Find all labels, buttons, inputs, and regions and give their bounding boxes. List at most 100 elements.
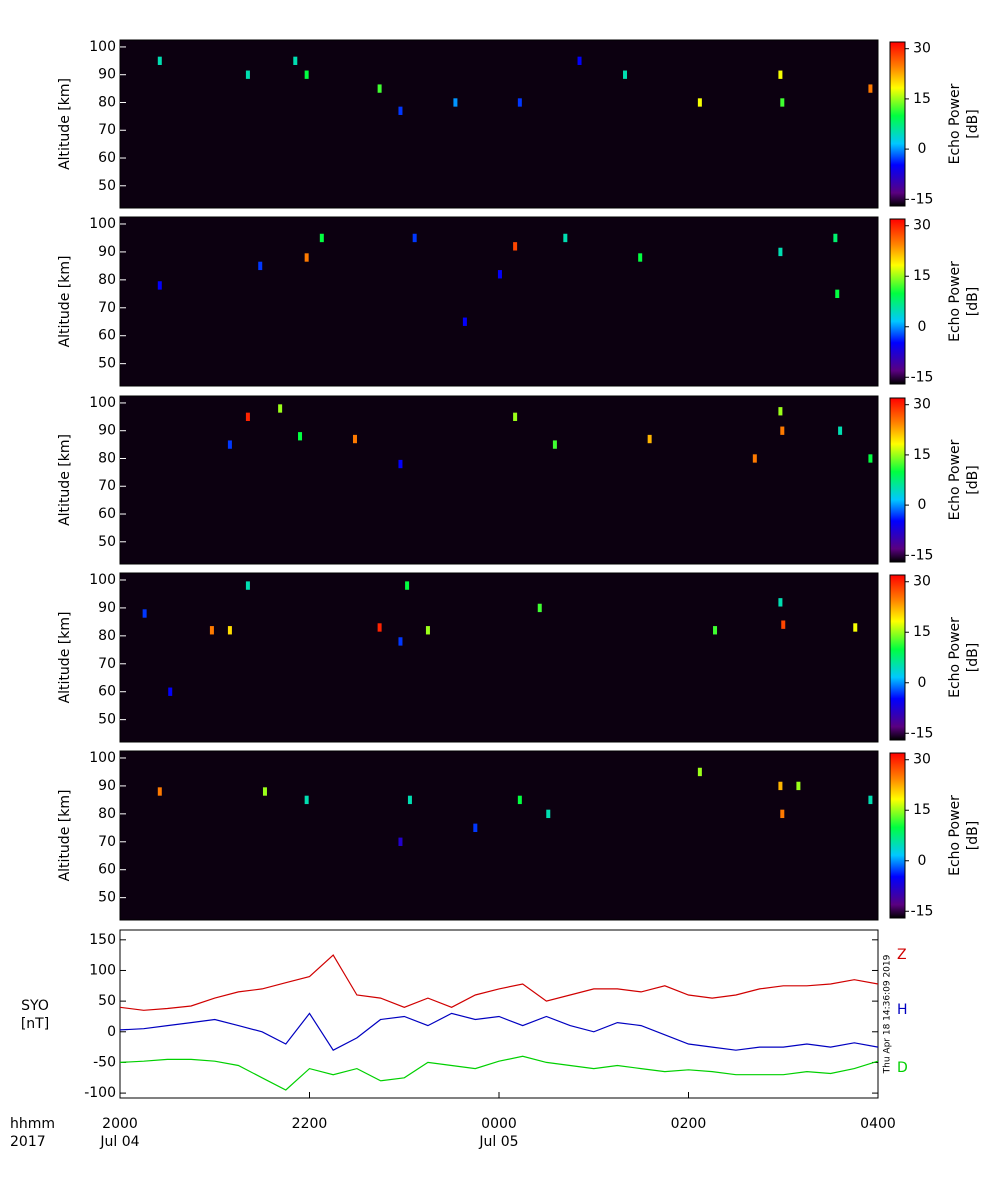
x-tick-label: 2200 [292,1116,328,1132]
colorbar-tick-label: -15 [911,369,934,385]
echo [142,609,147,618]
echo [462,317,467,326]
echo [647,434,652,444]
echo [752,454,757,463]
echo [497,270,502,279]
y-axis-label: [nT] [21,1016,49,1032]
echo [377,84,382,93]
echo [293,56,298,65]
y-tick-label: 90 [98,244,116,260]
echo [697,767,702,777]
series-line [119,1055,879,1091]
y-tick-label: 80 [98,628,116,644]
echo [513,412,518,421]
echo [638,253,643,262]
colorbar-tick-label: 15 [913,447,931,463]
y-axis-label: Altitude [km] [57,434,73,526]
x-tick-label: 2000 [102,1116,138,1132]
colorbar-label: Echo Power [947,439,963,520]
y-tick-label: 100 [89,750,116,766]
echo [377,623,382,632]
x-tick-label: 0200 [671,1116,707,1132]
echo [796,781,801,791]
y-tick-label: 50 [98,993,116,1009]
echo [838,426,843,435]
y-tick-label: 90 [98,67,116,83]
plot-frame [119,216,879,387]
echo [453,98,458,107]
plot-background [120,573,878,742]
echo [157,281,162,290]
echo [352,434,357,444]
echo [517,795,522,805]
echo [713,626,718,635]
echo [563,233,568,243]
echo [552,440,557,449]
echo [780,809,785,819]
colorbar-tick-label: 30 [913,218,931,234]
y-tick-label: 90 [98,600,116,616]
echo [778,70,783,79]
series-line [119,1012,879,1051]
y-axis-label: SYO [21,998,49,1014]
echo [227,626,232,635]
colorbar [889,574,906,741]
y-tick-label: 0 [107,1024,116,1040]
colorbar-label: [dB] [965,287,981,316]
y-axis-label: Altitude [km] [57,790,73,882]
y-tick-label: -100 [84,1085,116,1101]
echo [473,823,478,833]
y-tick-label: 80 [98,94,116,110]
colorbar [889,41,906,207]
colorbar-tick-label: -15 [911,725,934,741]
colorbar-label: [dB] [965,465,981,494]
y-tick-label: 100 [89,216,116,232]
y-tick-label: 50 [98,534,116,550]
legend-label: H [897,1002,908,1018]
colorbar-tick-label: -15 [911,547,934,563]
colorbar-tick-label: -15 [911,903,934,919]
y-tick-label: 70 [98,122,116,138]
y-tick-label: 70 [98,834,116,850]
y-tick-label: 50 [98,712,116,728]
echo [304,253,309,262]
x-tick-label: 0000 [481,1116,517,1132]
plot-frame [119,572,879,743]
plot-background [120,40,878,208]
echo [398,459,403,469]
echo [157,56,162,65]
colorbar-label: [dB] [965,821,981,850]
echo [577,56,582,65]
y-tick-label: 70 [98,478,116,494]
echo [157,787,162,796]
legend-label: Z [897,947,907,963]
timestamp: Thu Apr 18 14:36:09 2019 [883,954,893,1074]
echo [209,626,214,635]
colorbar-tick-label: 0 [918,141,927,157]
echo [405,581,410,590]
echo [697,98,702,107]
colorbar-tick-label: 15 [913,91,931,107]
echo [513,242,518,251]
colorbar-tick-label: 30 [913,397,931,413]
plot-frame [119,929,879,1099]
x-axis-label: hhmm [10,1116,55,1132]
y-tick-label: 60 [98,862,116,878]
echo [398,637,403,646]
echo [412,233,417,243]
echo [546,809,551,819]
y-tick-label: 100 [89,962,116,978]
y-axis-label: Altitude [km] [57,612,73,704]
plot-background [120,396,878,564]
y-tick-label: 100 [89,395,116,411]
echo [227,440,232,449]
y-tick-label: 100 [89,572,116,588]
echo [778,247,783,257]
y-axis-label: Altitude [km] [57,78,73,170]
colorbar-label: Echo Power [947,617,963,698]
colorbar-tick-label: 30 [913,752,931,768]
echo [425,626,430,635]
colorbar-tick-label: 15 [913,624,931,640]
year-label: 2017 [10,1134,46,1150]
